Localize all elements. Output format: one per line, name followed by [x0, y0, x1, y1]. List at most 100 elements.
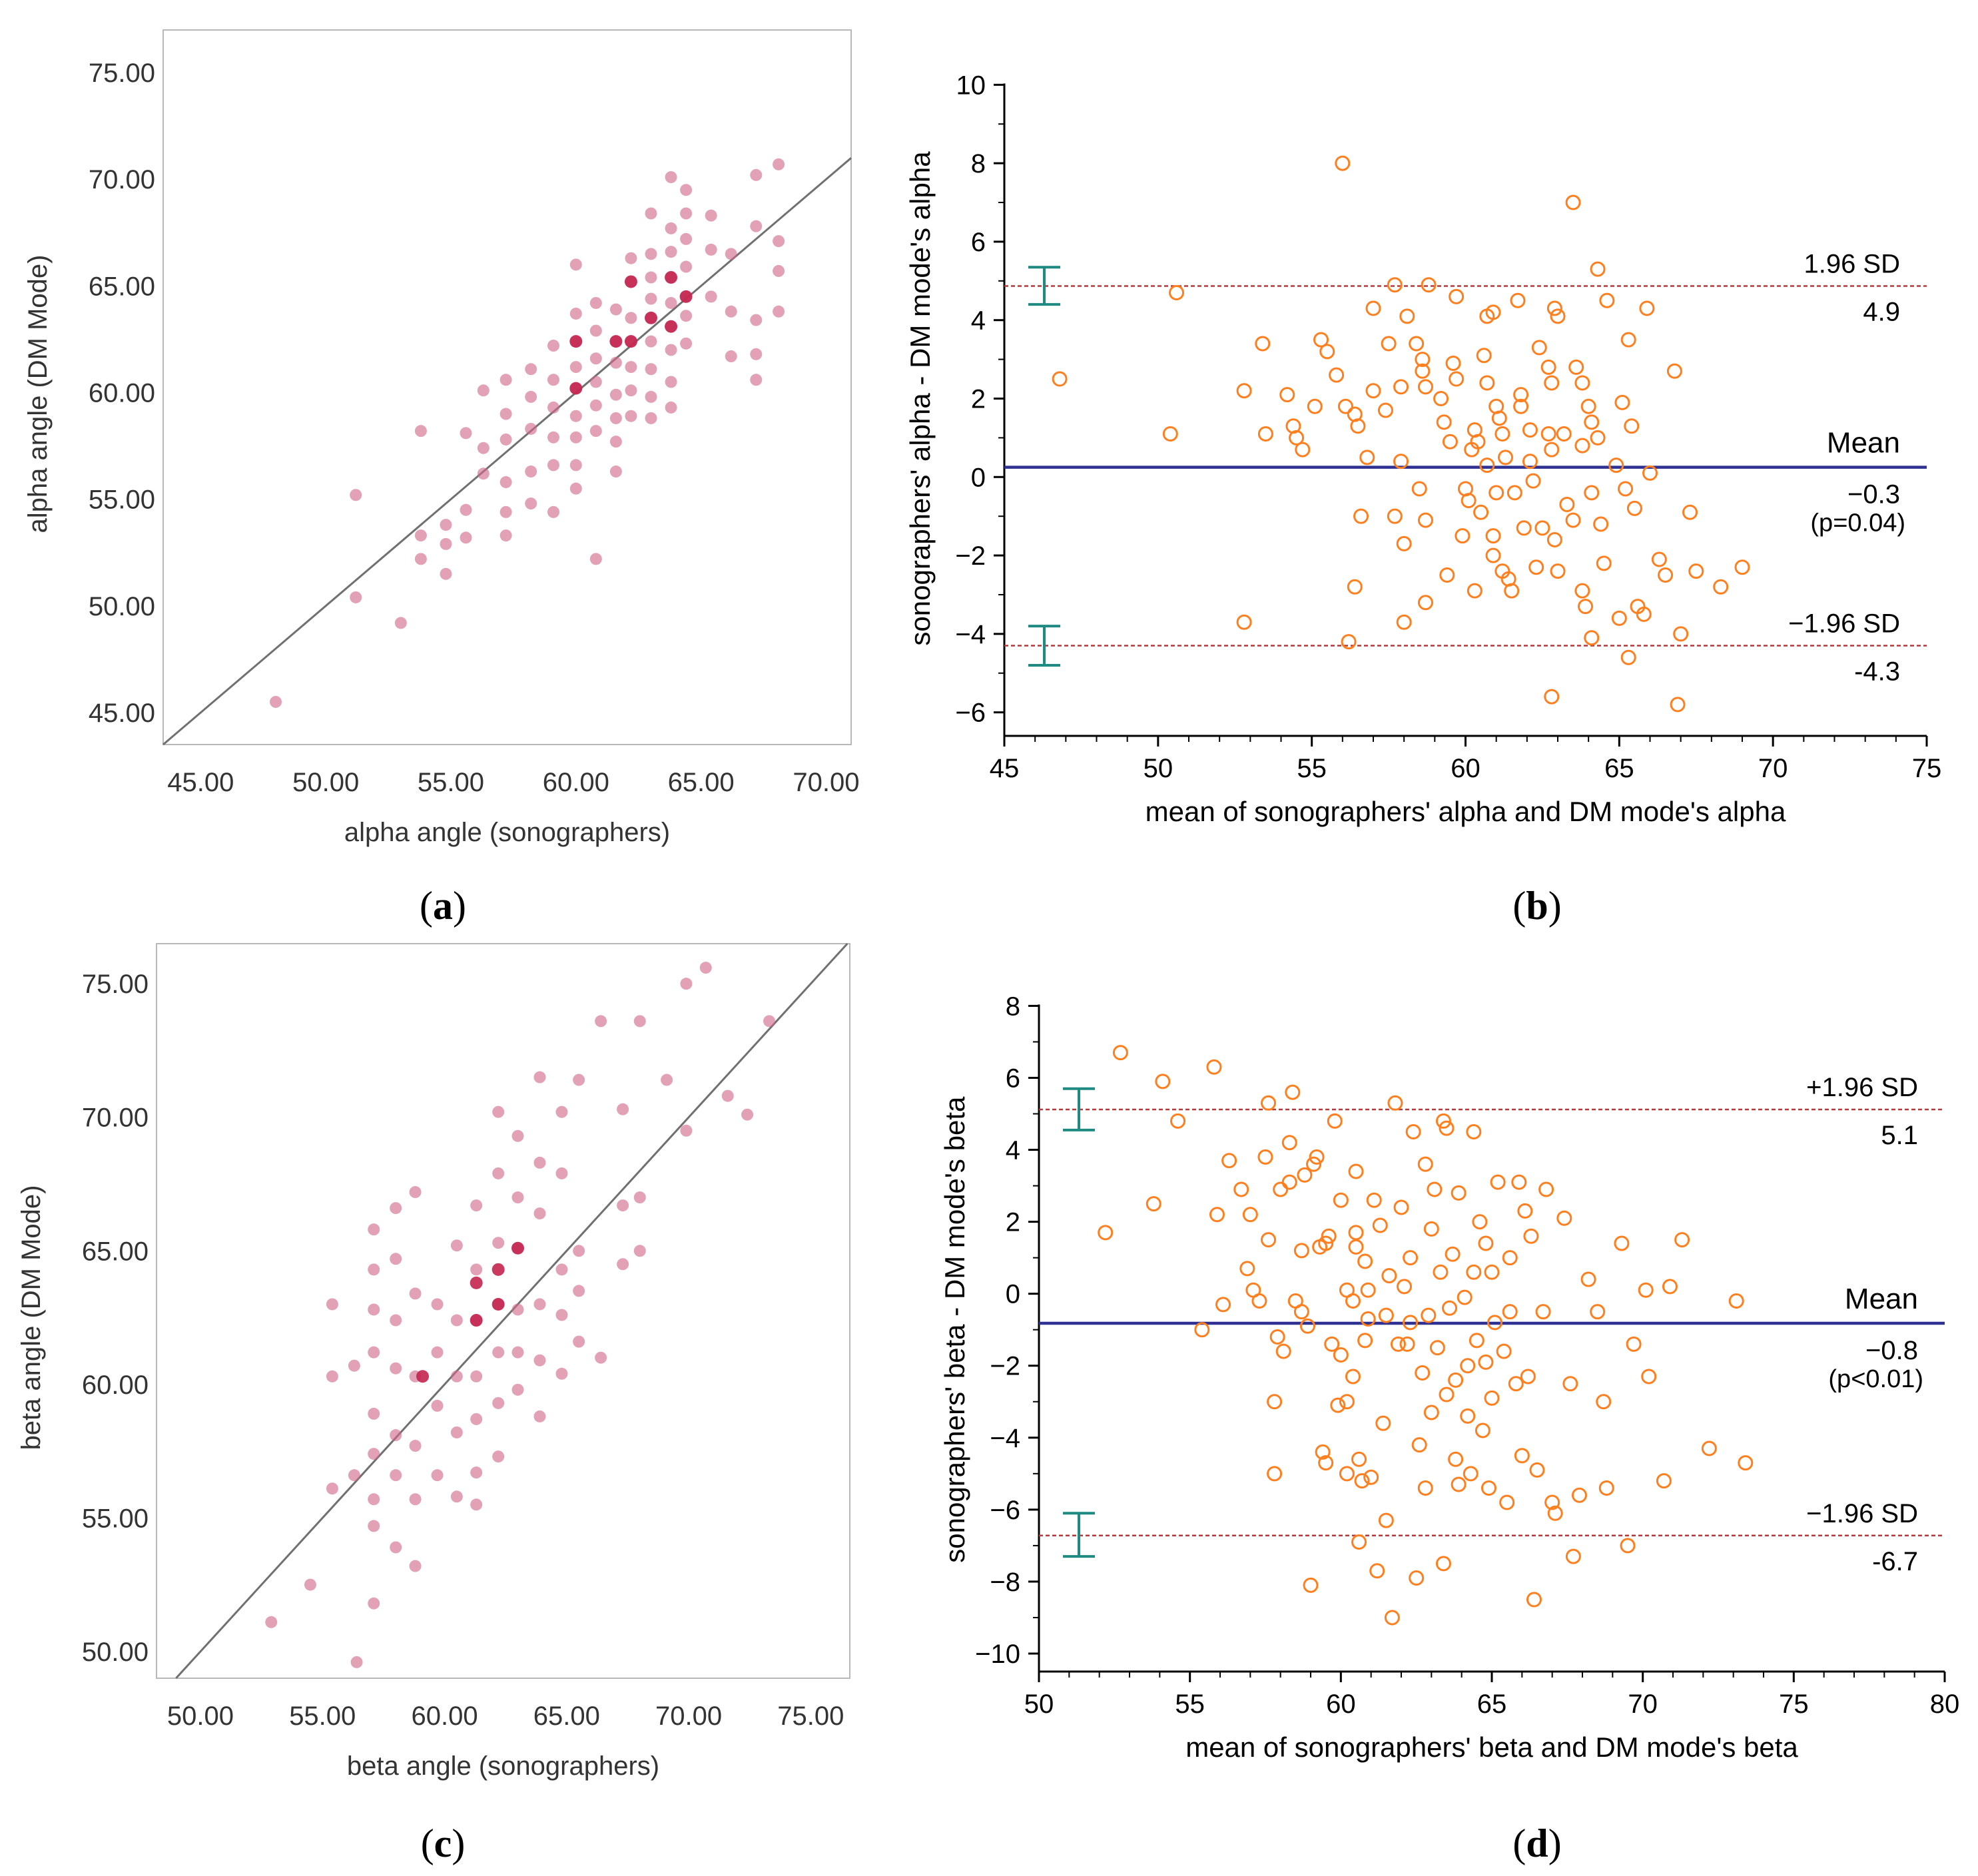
data-point: [1738, 1455, 1754, 1471]
data-point: [1297, 1167, 1313, 1183]
data-point: [1641, 1369, 1657, 1385]
data-point: [1319, 344, 1335, 360]
data-point: [773, 264, 785, 277]
data-point: [609, 412, 622, 424]
data-point: [645, 248, 657, 260]
data-point: [265, 1616, 278, 1628]
data-point: [1485, 528, 1501, 544]
data-point: [1170, 1113, 1186, 1129]
data-point: [1273, 1181, 1289, 1197]
data-point: [368, 1346, 380, 1359]
data-point: [1435, 1113, 1451, 1129]
data-point: [1324, 1336, 1340, 1352]
caption-b: (b): [1512, 884, 1561, 928]
data-point: [511, 1383, 524, 1396]
data-point: [470, 1466, 483, 1479]
data-point: [569, 482, 582, 495]
data-point-dense: [644, 311, 657, 324]
data-point: [1584, 414, 1600, 430]
data-point: [409, 1440, 422, 1452]
x-tick-label: 75: [1779, 1690, 1809, 1719]
data-point: [1506, 485, 1522, 501]
x-tick-label: 55: [1297, 754, 1327, 783]
data-point: [680, 978, 693, 990]
data-point: [477, 384, 490, 397]
data-point: [1449, 288, 1465, 304]
data-point: [460, 503, 472, 516]
data-point: [1513, 398, 1529, 414]
data-point: [1593, 516, 1609, 532]
x-tick-label: 70.00: [793, 768, 859, 797]
data-point: [547, 374, 559, 386]
data-point: [450, 1370, 463, 1383]
data-point: [721, 1090, 734, 1102]
y-tick-label: 6: [971, 228, 986, 257]
data-point: [750, 374, 763, 386]
data-point: [1544, 442, 1560, 458]
data-point: [1251, 1293, 1267, 1309]
data-point: [1387, 277, 1403, 293]
data-point: [1242, 1207, 1258, 1223]
data-point: [477, 442, 490, 454]
data-point: [1396, 614, 1412, 630]
data-point: [1365, 383, 1381, 399]
data-point: [1369, 1563, 1385, 1579]
data-point: [1267, 1394, 1283, 1410]
data-point: [625, 384, 637, 397]
panel-a-scatter: 45.00 50.00 55.00 60.00 65.00 70.00 45.00 50.00…: [23, 29, 859, 847]
data-point: [1403, 1315, 1419, 1331]
y-tick-label: −10: [975, 1640, 1020, 1669]
data-point: [1498, 450, 1514, 466]
panel-b-bland-altman: −6 −4 −2 0 2 4 6 8 10 45 50 55 60 65 70 75 1.96 SD 4.9 Mea…: [904, 71, 1941, 827]
data-point: [368, 1448, 380, 1460]
data-point: [1351, 1451, 1367, 1467]
data-point: [645, 292, 657, 305]
y-tick-label: 50.00: [89, 592, 155, 621]
data-point: [326, 1370, 338, 1383]
data-point: [368, 1520, 380, 1532]
data-point-dense: [665, 320, 678, 333]
data-point: [1538, 1181, 1554, 1197]
data-point: [665, 222, 677, 234]
data-point: [533, 1298, 546, 1311]
data-point: [1393, 1199, 1409, 1215]
data-point: [1315, 1444, 1331, 1460]
data-point: [1534, 520, 1550, 536]
data-point: [1517, 1203, 1533, 1219]
data-point: [390, 1429, 402, 1442]
y-tick-label: 55.00: [82, 1504, 149, 1533]
data-point: [1485, 304, 1501, 320]
data-point: [609, 303, 622, 316]
data-point: [1112, 1045, 1128, 1061]
x-tick-label: 70: [1628, 1690, 1658, 1719]
data-point: [414, 529, 427, 542]
data-point: [1209, 1207, 1225, 1223]
data-point: [414, 553, 427, 565]
x-tick-label: 65: [1604, 754, 1634, 783]
data-point: [1475, 1422, 1490, 1438]
data-point: [750, 348, 763, 360]
data-point: [573, 1245, 585, 1257]
data-point: [569, 361, 582, 374]
data-point: [390, 1314, 402, 1327]
data-point: [1375, 1415, 1391, 1431]
data-point: [1427, 1181, 1443, 1197]
data-point: [1257, 426, 1273, 442]
data-point-dense: [569, 335, 583, 348]
data-point: [1417, 1480, 1433, 1496]
y-tick-label: −6: [990, 1496, 1020, 1525]
data-point: [1345, 1293, 1361, 1309]
data-point: [1327, 1113, 1343, 1129]
data-point: [705, 243, 717, 256]
data-point: [1578, 599, 1594, 615]
data-point: [547, 459, 559, 471]
data-point: [1479, 458, 1495, 473]
data-point: [633, 1191, 646, 1204]
data-point: [555, 1367, 568, 1380]
data-point: [533, 1410, 546, 1422]
data-point: [1624, 418, 1640, 434]
data-point: [431, 1346, 444, 1359]
data-point: [533, 1071, 546, 1084]
data-point: [1463, 1466, 1479, 1482]
data-point: [492, 1397, 505, 1409]
